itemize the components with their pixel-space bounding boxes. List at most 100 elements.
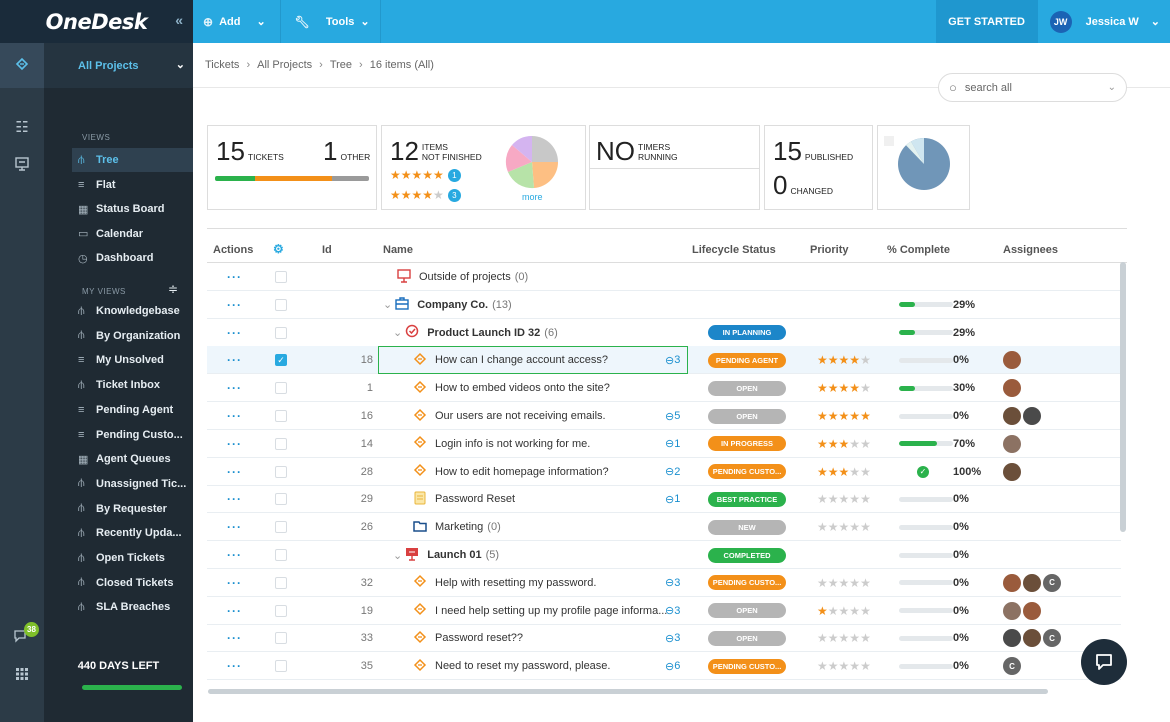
assignee-avatar[interactable]: C xyxy=(1043,573,1061,592)
expand-caret-icon[interactable]: ⌄ xyxy=(383,299,393,312)
table-row[interactable]: ··· 32 Help with resetting my password. ⊖ 3 P… xyxy=(207,569,1121,597)
row-checkbox[interactable] xyxy=(275,632,287,645)
table-row[interactable]: ··· 28 How to edit homepage information? ⊖ 2… xyxy=(207,458,1121,486)
assignee-avatar[interactable] xyxy=(1003,629,1021,648)
row-checkbox[interactable] xyxy=(275,410,287,422)
comments-count[interactable]: ⊖ 3 xyxy=(665,597,680,625)
breadcrumb-tickets[interactable]: Tickets xyxy=(205,59,240,71)
row-name[interactable]: Company Co. xyxy=(417,298,489,311)
assignee-avatar[interactable] xyxy=(1023,629,1041,648)
row-actions-menu[interactable]: ··· xyxy=(227,464,242,479)
assignee-avatar[interactable] xyxy=(1003,434,1021,453)
comments-count[interactable]: ⊖ 3 xyxy=(665,346,680,374)
lifecycle-status-badge[interactable]: OPEN xyxy=(708,603,786,619)
row-actions-menu[interactable]: ··· xyxy=(227,575,242,590)
row-name[interactable]: Marketing xyxy=(435,521,484,534)
assignee-avatar[interactable] xyxy=(1003,379,1021,398)
row-actions-menu[interactable]: ··· xyxy=(227,353,242,368)
table-row[interactable]: ··· ⌄ Launch 01 (5) COMPLETED 0% xyxy=(207,541,1121,569)
sidebar-item-ticket-inbox[interactable]: ⫛ Ticket Inbox xyxy=(72,373,193,397)
sidebar-item-tree[interactable]: ⫛ Tree xyxy=(72,148,193,172)
tickets-summary-card[interactable]: 15 TICKETS 1 OTHER xyxy=(207,125,377,210)
assignee-avatar[interactable]: C xyxy=(1043,629,1061,648)
comments-count[interactable]: ⊖ 1 xyxy=(665,485,680,513)
assignee-avatar[interactable] xyxy=(1003,462,1021,481)
more-link[interactable]: more xyxy=(522,192,543,202)
row-name[interactable]: Help with resetting my password. xyxy=(435,576,597,589)
priority-stars[interactable]: ★ ★ ★ ★ ★ xyxy=(817,659,871,674)
table-row[interactable]: ··· 16 Our users are not receiving emails.… xyxy=(207,402,1121,430)
priority-stars[interactable]: ★ ★ ★ ★ ★ xyxy=(817,492,871,507)
breadcrumb-all-projects[interactable]: All Projects xyxy=(257,59,313,71)
trial-days-left[interactable]: 440 DAYS LEFT xyxy=(77,660,160,672)
priority-stars[interactable]: ★ ★ ★ ★ ★ xyxy=(817,409,871,423)
sidebar-item-status-board[interactable]: ▦ Status Board xyxy=(72,197,193,221)
table-row[interactable]: ··· ⌄ Product Launch ID 32 (6) IN PLANNING 29… xyxy=(207,319,1121,347)
row-actions-menu[interactable]: ··· xyxy=(227,270,242,284)
table-row[interactable]: ··· ✓ 18 How can I change account access? ⊖ 3… xyxy=(207,346,1121,375)
header-lifecycle-status[interactable]: Lifecycle Status xyxy=(692,244,776,256)
lifecycle-status-badge[interactable]: NEW xyxy=(708,519,786,535)
row-actions-menu[interactable]: ··· xyxy=(227,325,242,340)
row-name[interactable]: How can I change account access? xyxy=(435,354,609,367)
sidebar-item-closed-tickets[interactable]: ⫛ Closed Tickets xyxy=(72,571,193,595)
vertical-scrollbar[interactable] xyxy=(1120,262,1126,532)
comments-count[interactable]: ⊖ 5 xyxy=(665,402,680,430)
priority-stars[interactable]: ★ ★ ★ ★ ★ xyxy=(817,631,871,646)
comments-count[interactable]: ⊖ 2 xyxy=(665,458,680,486)
row-checkbox[interactable] xyxy=(275,326,287,339)
assignee-avatar[interactable] xyxy=(1003,573,1021,592)
table-row[interactable]: ··· 1 How to embed videos onto the site? OP… xyxy=(207,374,1121,403)
app-grid-icon[interactable] xyxy=(0,667,44,685)
header-id[interactable]: Id xyxy=(322,244,332,256)
row-checkbox[interactable] xyxy=(275,521,287,534)
header-assignees[interactable]: Assignees xyxy=(1003,244,1059,256)
row-checkbox[interactable] xyxy=(275,382,287,395)
sidebar-item-by-requester[interactable]: ⫛ By Requester xyxy=(72,497,193,521)
assignee-avatar[interactable] xyxy=(1023,601,1041,620)
table-row[interactable]: ··· 19 I need help setting up my profile p… xyxy=(207,597,1121,625)
comments-count[interactable]: ⊖ 1 xyxy=(665,430,680,458)
row-actions-menu[interactable]: ··· xyxy=(227,409,242,423)
row-name[interactable]: Login info is not working for me. xyxy=(435,437,591,450)
table-row[interactable]: ··· Outside of projects (0) xyxy=(207,263,1121,291)
lifecycle-status-badge[interactable]: PENDING CUSTO... xyxy=(708,464,786,480)
priority-stars[interactable]: ★ ★ ★ ★ ★ xyxy=(817,381,871,396)
collapse-sidebar-icon[interactable]: « xyxy=(175,12,183,28)
table-row[interactable]: ··· 14 Login info is not working for me. ⊖ 1… xyxy=(207,430,1121,458)
sidebar-item-calendar[interactable]: ▭ Calendar xyxy=(72,222,193,246)
header-percent-complete[interactable]: % Complete xyxy=(887,244,950,256)
get-started-button[interactable]: GET STARTED xyxy=(935,0,1038,43)
table-row[interactable]: ··· ⌄ Company Co. (13) 29% xyxy=(207,291,1121,319)
row-checkbox[interactable] xyxy=(275,493,287,506)
lifecycle-status-badge[interactable]: IN PROGRESS xyxy=(708,436,786,452)
row-name[interactable]: Launch 01 xyxy=(427,549,482,561)
header-actions[interactable]: Actions xyxy=(213,244,254,256)
lifecycle-status-badge[interactable]: OPEN xyxy=(708,380,786,396)
lifecycle-status-badge[interactable]: OPEN xyxy=(708,630,786,646)
row-actions-menu[interactable]: ··· xyxy=(227,381,242,396)
assignee-avatar[interactable] xyxy=(1003,407,1021,425)
row-name[interactable]: How to embed videos onto the site? xyxy=(435,382,610,395)
header-priority[interactable]: Priority xyxy=(810,244,849,256)
items-summary-card[interactable]: 12 ITEMS NOT FINISHED ★★★★★ 1 ★★★★★ 3 mo… xyxy=(381,125,586,210)
sidebar-item-my-unsolved[interactable]: ≡ My Unsolved xyxy=(72,348,193,372)
row-name[interactable]: Password Reset xyxy=(435,493,516,506)
priority-stars[interactable]: ★ ★ ★ ★ ★ xyxy=(817,353,871,368)
row-actions-menu[interactable]: ··· xyxy=(227,548,242,562)
row-name[interactable]: Product Launch ID 32 xyxy=(427,326,541,339)
lifecycle-status-badge[interactable]: COMPLETED xyxy=(708,547,786,563)
row-checkbox[interactable] xyxy=(275,604,287,617)
presentation-icon[interactable] xyxy=(0,156,44,176)
row-checkbox[interactable] xyxy=(275,298,287,311)
expand-caret-icon[interactable]: ⌄ xyxy=(393,549,403,562)
project-selector[interactable]: All Projects ⌄ xyxy=(44,43,193,88)
sidebar-item-sla-breaches[interactable]: ⫛ SLA Breaches xyxy=(72,595,193,619)
lifecycle-status-badge[interactable]: PENDING CUSTO... xyxy=(708,575,786,591)
row-checkbox[interactable] xyxy=(275,549,287,561)
row-actions-menu[interactable]: ··· xyxy=(227,436,242,451)
lifecycle-status-badge[interactable]: PENDING CUSTO... xyxy=(708,658,786,674)
table-row[interactable]: ··· 33 Password reset?? ⊖ 3 OPEN ★ ★ ★ ★ ★ 0% C xyxy=(207,624,1121,653)
row-checkbox[interactable] xyxy=(275,465,287,478)
notification-badge[interactable]: 38 xyxy=(24,622,39,637)
